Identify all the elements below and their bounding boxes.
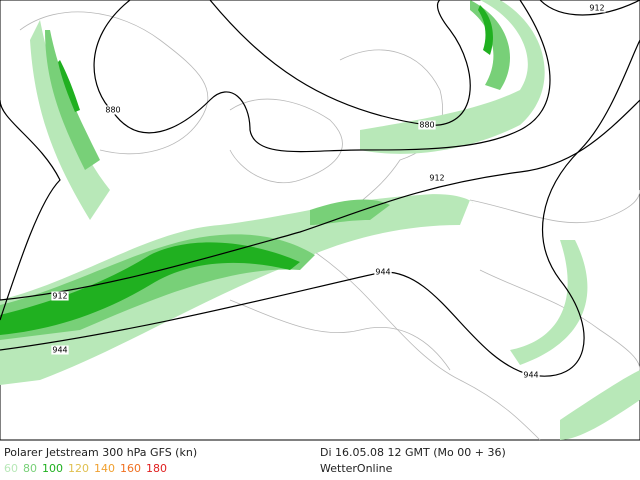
- legend-level: 140: [94, 462, 115, 475]
- source: WetterOnline: [320, 462, 393, 475]
- legend-level: 60: [4, 462, 18, 475]
- contour-label: 912: [429, 174, 444, 183]
- valid-time: Di 16.05.08 12 GMT (Mo 00 + 36): [320, 446, 506, 459]
- legend-level: 160: [120, 462, 141, 475]
- label-halo: [522, 370, 540, 380]
- legend-level: 120: [68, 462, 89, 475]
- contour-label: 880: [419, 121, 434, 130]
- jet-100: [0, 5, 493, 335]
- legend-level: 80: [23, 462, 37, 475]
- contour-label: 912: [589, 4, 604, 13]
- contour-labels: 880 880 912 912 912 944 944 944: [51, 3, 606, 380]
- label-halo: [51, 345, 69, 355]
- legend-level: 180: [146, 462, 167, 475]
- legend-title: Polarer Jetstream 300 hPa GFS (kn): [4, 446, 197, 459]
- label-halo: [588, 3, 606, 13]
- legend-levels: 60 80 100 120 140 160 180: [4, 462, 167, 475]
- contour-label: 880: [105, 106, 120, 115]
- label-halo: [428, 173, 446, 183]
- isohypses: [0, 0, 640, 377]
- jet-stream: [0, 0, 640, 440]
- contour-label: 944: [52, 346, 67, 355]
- label-halo: [104, 105, 122, 115]
- label-halo: [51, 291, 69, 301]
- contour-label: 944: [375, 268, 390, 277]
- label-halo: [374, 267, 392, 277]
- contour-label: 944: [523, 371, 538, 380]
- contour-label: 912: [52, 292, 67, 301]
- legend-level: 100: [42, 462, 63, 475]
- label-halo: [418, 120, 436, 130]
